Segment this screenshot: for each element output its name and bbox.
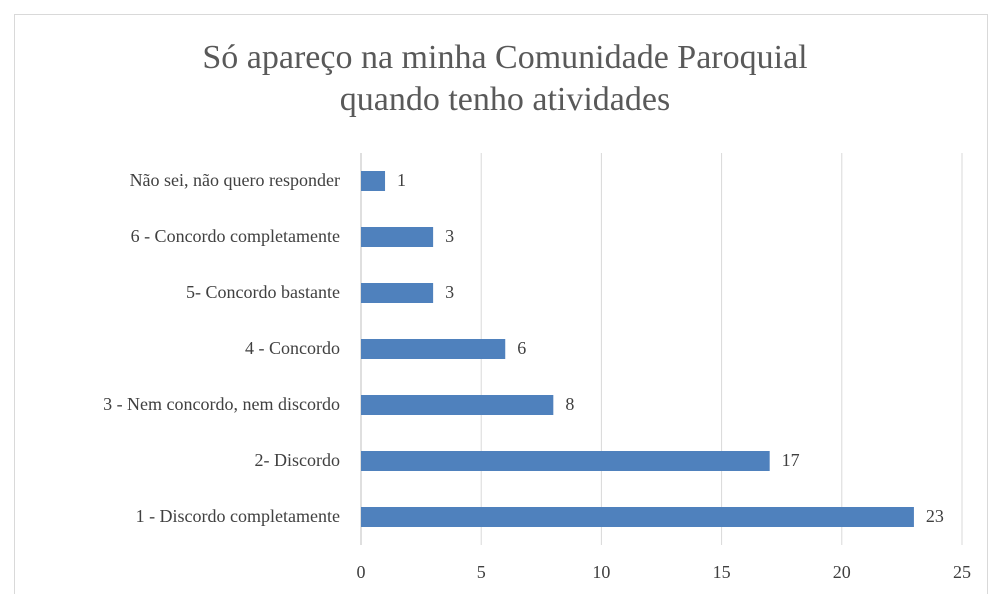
y-tick-label: 2- Discordo [255,450,340,470]
chart-frame [14,14,988,594]
data-label: 23 [926,506,944,526]
data-label: 8 [565,394,574,414]
x-tick-label: 25 [953,562,971,582]
chart-title: quando tenho atividades [340,81,670,118]
data-label: 3 [445,282,454,302]
x-tick-label: 0 [357,562,366,582]
bar [361,395,554,415]
x-tick-label: 15 [713,562,731,582]
bar [361,227,434,247]
data-label: 1 [397,170,406,190]
bar [361,507,914,527]
data-label: 17 [782,450,800,470]
data-label: 3 [445,226,454,246]
chart-title: Só apareço na minha Comunidade Paroquial [202,39,807,76]
y-tick-label: 1 - Discordo completamente [136,506,340,526]
y-tick-label: 3 - Nem concordo, nem discordo [103,394,340,414]
y-tick-label: Não sei, não quero responder [130,170,340,190]
bar [361,283,434,303]
y-tick-label: 4 - Concordo [245,338,340,358]
bar [361,339,506,359]
bar [361,451,770,471]
x-tick-label: 5 [477,562,486,582]
y-tick-label: 6 - Concordo completamente [131,226,340,246]
bar [361,171,386,191]
x-tick-label: 10 [592,562,610,582]
y-tick-label: 5- Concordo bastante [186,282,340,302]
data-label: 6 [517,338,526,358]
x-tick-label: 20 [833,562,851,582]
